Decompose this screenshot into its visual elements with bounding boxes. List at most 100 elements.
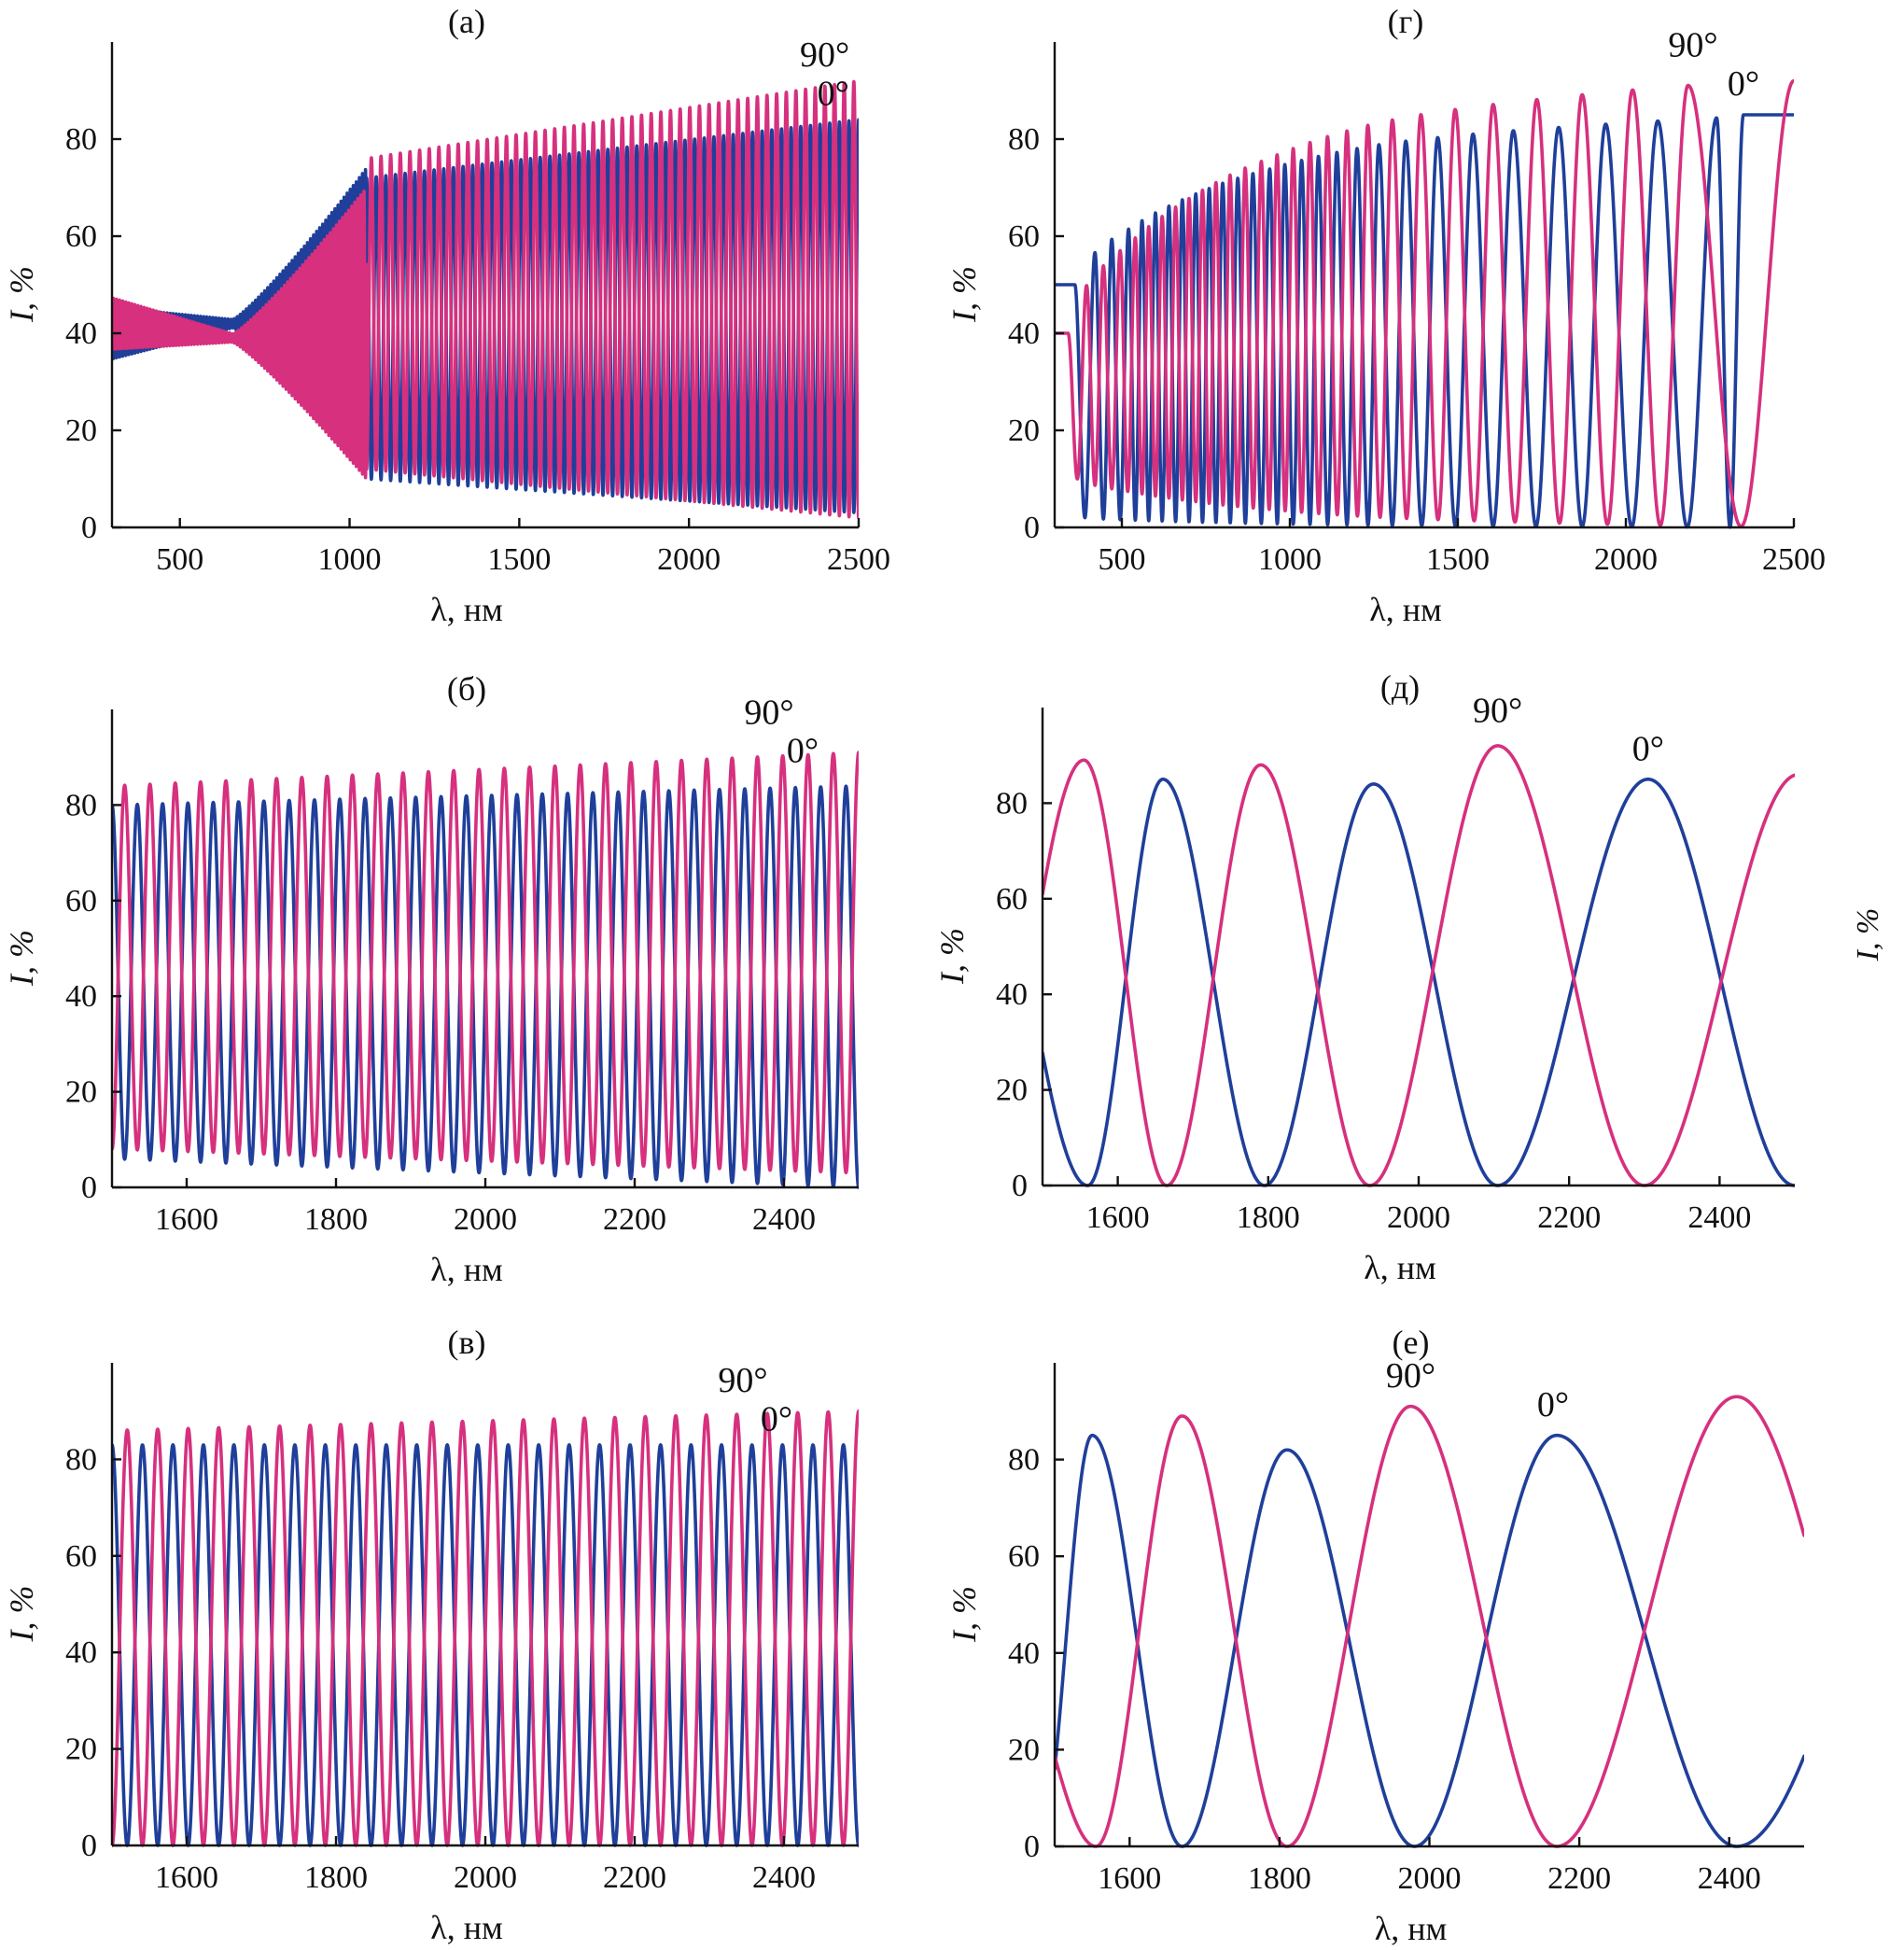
series-line-90deg xyxy=(112,79,859,520)
edge-y-axis-label: I, % xyxy=(1851,907,1885,961)
x-tick-label: 2400 xyxy=(752,1860,816,1895)
y-tick-label: 40 xyxy=(996,977,1028,1012)
x-tick-label: 2000 xyxy=(454,1860,517,1895)
y-tick-label: 20 xyxy=(65,1075,97,1110)
x-tick-label: 2200 xyxy=(1537,1200,1601,1235)
y-tick-label: 20 xyxy=(1008,414,1040,448)
y-tick-label: 80 xyxy=(1008,122,1040,157)
x-tick-label: 1600 xyxy=(155,1860,218,1895)
y-tick-label: 60 xyxy=(1008,1539,1040,1574)
x-axis-label: λ, нм xyxy=(430,1909,503,1946)
y-tick-label: 0 xyxy=(81,1829,97,1863)
y-tick-label: 0 xyxy=(81,1171,97,1205)
y-tick-label: 60 xyxy=(65,219,97,254)
x-tick-label: 2000 xyxy=(1594,542,1658,577)
x-tick-label: 2500 xyxy=(1762,542,1826,577)
panel-g: 0 20 40 60 80 500 1000 1500 2000 2500 (г) λ, нм I, %… xyxy=(945,3,1826,628)
y-axis-label: I, % xyxy=(945,266,983,323)
panel-title: (а) xyxy=(448,3,485,40)
y-tick-label: 60 xyxy=(1008,219,1040,254)
series-line-0deg xyxy=(1055,1433,1804,1848)
x-tick-label: 1800 xyxy=(1248,1861,1311,1896)
panel-title: (в) xyxy=(448,1324,486,1361)
x-axis-label: λ, нм xyxy=(1375,1910,1448,1947)
x-tick-label: 1000 xyxy=(318,542,382,577)
x-tick-label: 2400 xyxy=(1698,1861,1761,1896)
y-tick-label: 0 xyxy=(81,511,97,545)
y-tick-label: 40 xyxy=(65,979,97,1014)
x-tick-label: 2400 xyxy=(1687,1200,1751,1235)
y-tick-label: 20 xyxy=(1008,1733,1040,1767)
y-tick-label: 40 xyxy=(65,316,97,351)
x-axis-label: λ, нм xyxy=(430,591,503,628)
y-tick-label: 20 xyxy=(996,1073,1028,1108)
panel-b: 0 20 40 60 80 1600 1800 2000 2200 2400 (б) λ, нм I, … xyxy=(3,670,859,1288)
series-group xyxy=(112,751,859,1189)
x-tick-label: 1800 xyxy=(304,1202,368,1237)
panel-title: (б) xyxy=(447,670,486,708)
x-axis-label: λ, нм xyxy=(430,1251,503,1288)
y-tick-label: 80 xyxy=(65,788,97,822)
x-tick-label: 2000 xyxy=(657,542,721,577)
series-group xyxy=(112,79,859,520)
panel-d: 0 20 40 60 80 1600 1800 2000 2200 2400 (д) λ, нм I, … xyxy=(933,668,1795,1286)
y-tick-label: 0 xyxy=(1024,511,1040,545)
y-tick-label: 60 xyxy=(65,884,97,919)
y-axis-label: I, % xyxy=(3,930,40,987)
series-group xyxy=(1043,744,1795,1187)
panel-title: (д) xyxy=(1380,668,1420,706)
angle-annotation-90deg: 90° xyxy=(744,693,793,732)
x-axis-label: λ, нм xyxy=(1364,1249,1436,1286)
angle-annotation-90deg: 90° xyxy=(1473,691,1522,730)
panel-title: (е) xyxy=(1393,1324,1430,1361)
y-tick-label: 0 xyxy=(1012,1169,1028,1203)
x-tick-label: 1600 xyxy=(1098,1861,1161,1896)
y-axis-label: I, % xyxy=(3,266,40,323)
x-axis-label: λ, нм xyxy=(1369,591,1442,628)
angle-annotation-0deg: 0° xyxy=(761,1399,792,1438)
series-line-90deg xyxy=(1043,744,1795,1187)
y-tick-label: 80 xyxy=(996,786,1028,821)
y-tick-label: 60 xyxy=(996,882,1028,917)
x-tick-label: 2500 xyxy=(827,542,890,577)
x-tick-label: 1800 xyxy=(1237,1200,1300,1235)
angle-annotation-90deg: 90° xyxy=(1386,1356,1435,1396)
x-tick-label: 500 xyxy=(156,542,203,577)
series-line-90deg xyxy=(112,751,859,1174)
x-tick-label: 1800 xyxy=(304,1860,368,1895)
angle-annotation-90deg: 90° xyxy=(800,35,849,75)
y-tick-label: 60 xyxy=(65,1539,97,1574)
x-tick-label: 2200 xyxy=(1547,1861,1611,1896)
y-axis-label: I, % xyxy=(933,928,971,985)
x-tick-label: 2000 xyxy=(1387,1200,1450,1235)
y-tick-label: 40 xyxy=(1008,1636,1040,1671)
series-line-0deg xyxy=(1055,113,1794,529)
x-tick-label: 1500 xyxy=(487,542,551,577)
y-tick-label: 40 xyxy=(1008,316,1040,351)
series-line-0deg xyxy=(1043,778,1795,1187)
y-tick-label: 20 xyxy=(65,1733,97,1767)
panel-v: 0 20 40 60 80 1600 1800 2000 2200 2400 (в) λ, нм I, … xyxy=(3,1324,859,1946)
series-group xyxy=(112,1409,859,1847)
angle-annotation-0deg: 0° xyxy=(1537,1385,1569,1424)
series-line-90deg xyxy=(1055,1395,1804,1848)
y-tick-label: 80 xyxy=(1008,1443,1040,1478)
series-line-90deg xyxy=(112,1409,859,1847)
angle-annotation-90deg: 90° xyxy=(718,1361,767,1400)
y-tick-label: 80 xyxy=(65,122,97,157)
panel-a: 0 20 40 60 80 500 1000 1500 2000 2500 (а) λ, нм I, %… xyxy=(3,3,890,628)
x-tick-label: 1000 xyxy=(1258,542,1322,577)
x-tick-label: 2200 xyxy=(603,1860,666,1895)
x-tick-label: 1500 xyxy=(1426,542,1490,577)
y-tick-label: 40 xyxy=(65,1635,97,1670)
y-axis-label: I, % xyxy=(945,1586,983,1643)
panel-e: 0 20 40 60 80 1600 1800 2000 2200 2400 (е) λ, нм I, … xyxy=(945,1324,1804,1947)
angle-annotation-0deg: 0° xyxy=(1632,729,1664,768)
x-tick-label: 2400 xyxy=(752,1202,816,1237)
x-tick-label: 500 xyxy=(1099,542,1146,577)
series-group xyxy=(1055,1395,1804,1848)
angle-annotation-90deg: 90° xyxy=(1668,26,1717,65)
series-line-90deg xyxy=(1055,78,1794,528)
angle-annotation-0deg: 0° xyxy=(787,731,819,770)
